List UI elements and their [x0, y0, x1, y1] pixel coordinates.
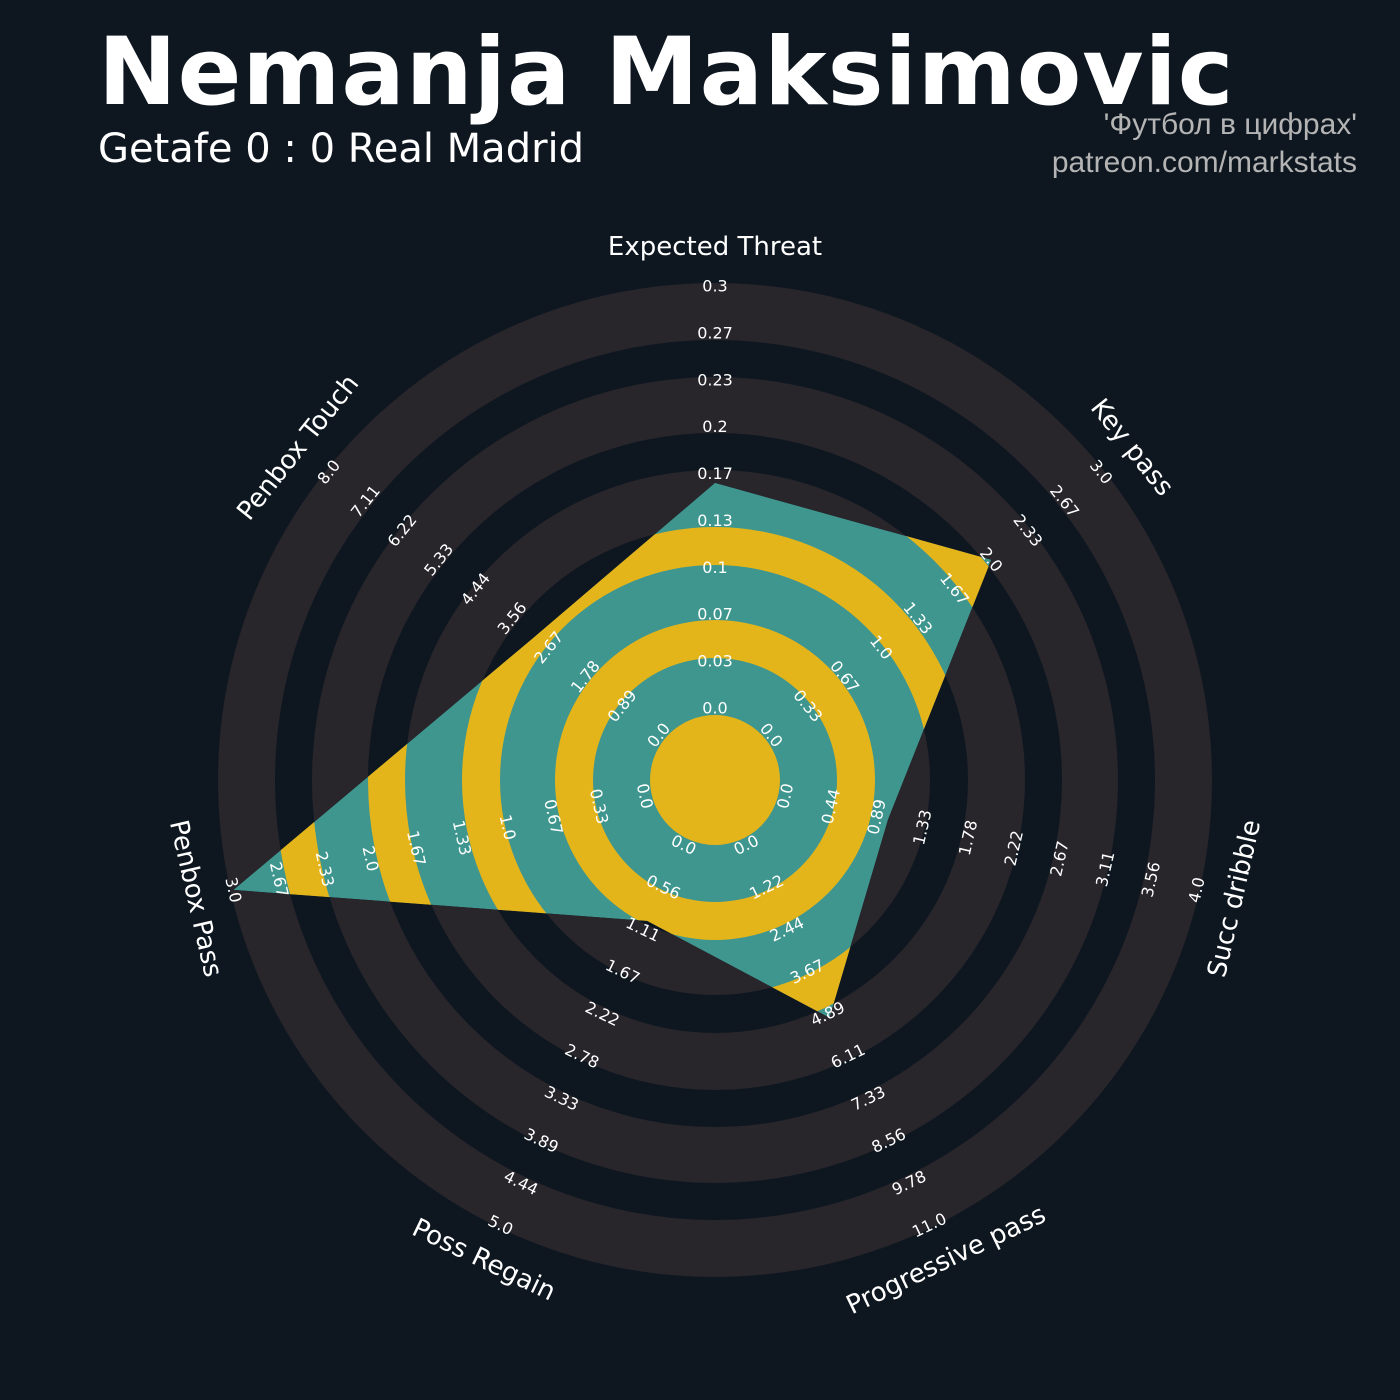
tick-label: 0.07	[697, 605, 733, 624]
credit-url: patreon.com/markstats	[1051, 146, 1357, 179]
chart-title: Nemanja Maksimovic	[98, 18, 1235, 127]
match-subtitle: Getafe 0 : 0 Real Madrid	[98, 126, 585, 172]
tick-label: 0.3	[702, 277, 727, 296]
tick-label: 0.23	[697, 370, 733, 389]
tick-label: 0.0	[702, 699, 727, 718]
center-disc	[650, 715, 780, 845]
tick-label: 0.13	[697, 511, 733, 530]
rings-inside	[233, 482, 992, 1018]
tick-label: 0.17	[697, 464, 733, 483]
credit-line: 'Футбол в цифрах'	[1103, 108, 1357, 141]
tick-label: 0.03	[697, 652, 733, 671]
param-label: Succ dribble	[1202, 817, 1267, 980]
param-label: Expected Threat	[608, 232, 822, 262]
param-label: Penbox Pass	[163, 817, 228, 980]
tick-label: 0.2	[702, 417, 727, 436]
tick-label: 0.1	[702, 558, 727, 577]
tick-label: 0.27	[697, 323, 733, 342]
